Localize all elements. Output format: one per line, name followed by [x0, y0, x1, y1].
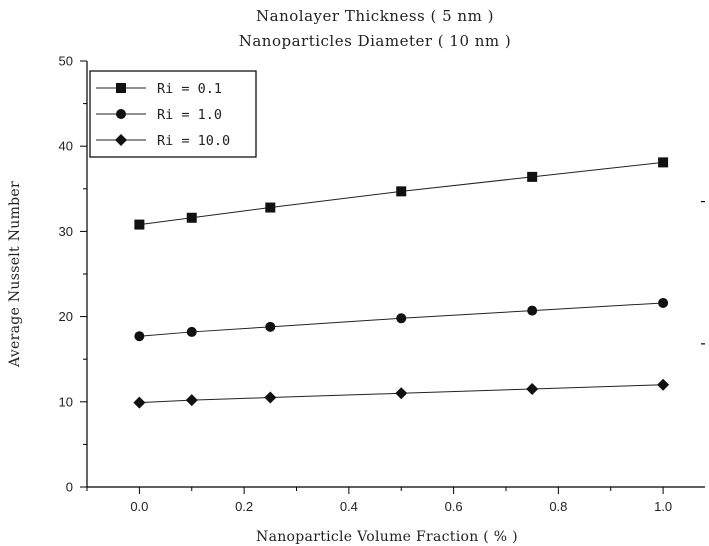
y-tick-label: 40 — [59, 139, 73, 154]
series-line-3 — [139, 384, 664, 404]
y-tick-label: 20 — [59, 309, 73, 324]
data-point-diamond — [395, 387, 408, 400]
data-point-diamond — [185, 394, 198, 407]
x-tick-label: 0.8 — [549, 499, 567, 514]
data-point-square — [527, 171, 538, 182]
x-tick-label: 1.0 — [654, 499, 672, 514]
x-tick-label: 0.6 — [445, 499, 463, 514]
data-point-square — [265, 202, 276, 213]
data-point-square — [658, 157, 669, 168]
data-point-circle — [134, 331, 145, 342]
legend-marker-square — [116, 83, 126, 93]
x-tick-label: 0.2 — [235, 499, 253, 514]
y-tick-label: 0 — [66, 480, 73, 495]
series-line-2 — [139, 302, 664, 337]
data-point-square — [396, 186, 407, 197]
y-tick-label: 50 — [59, 54, 73, 69]
legend-label: Ri = 1.0 — [157, 107, 222, 123]
data-point-square — [134, 219, 145, 230]
chart-subtitle: Nanoparticles Diameter ( 10 nm ) — [239, 32, 512, 50]
data-point-circle — [186, 326, 197, 337]
data-point-square — [186, 212, 197, 223]
series-line-1 — [139, 161, 664, 226]
x-tick-label: 0.0 — [130, 499, 148, 514]
y-axis-title: Average Nusselt Number — [7, 181, 23, 368]
data-point-circle — [658, 297, 669, 308]
legend: Ri = 0.1 Ri = 1.0 Ri = 10.0 — [89, 70, 257, 158]
chart-title: Nanolayer Thickness ( 5 nm ) — [256, 7, 494, 25]
legend-label: Ri = 10.0 — [157, 133, 230, 149]
x-tick-label: 0.4 — [340, 499, 358, 514]
data-point-diamond — [264, 391, 277, 404]
legend-label: Ri = 0.1 — [157, 81, 222, 97]
data-point-diamond — [526, 383, 539, 396]
data-point-circle — [396, 313, 407, 324]
data-point-circle — [527, 305, 538, 316]
x-axis-title: Nanoparticle Volume Fraction ( % ) — [256, 529, 518, 545]
y-tick-label: 30 — [59, 224, 73, 239]
legend-marker-circle — [116, 109, 126, 119]
data-point-diamond — [133, 396, 146, 409]
data-point-circle — [265, 321, 276, 332]
plot-area: 0 10 20 30 40 50 0.0 0.2 0.4 0.6 0.8 1.0 — [59, 54, 705, 514]
y-tick-label: 10 — [59, 394, 73, 409]
data-point-diamond — [657, 378, 670, 391]
legend-marker-diamond — [115, 134, 127, 146]
